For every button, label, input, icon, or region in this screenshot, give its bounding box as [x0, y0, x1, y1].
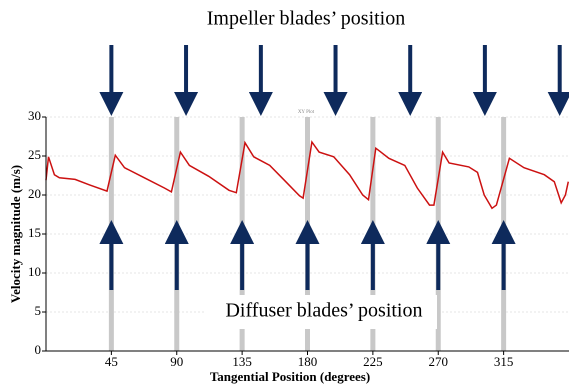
data-line — [45, 140, 569, 210]
x-tick-label: 45 — [105, 354, 118, 369]
y-tick-label: 25 — [28, 147, 41, 162]
plot-subtitle: XY Plot — [298, 110, 315, 115]
x-tick-label: 180 — [298, 354, 318, 369]
x-tick-label: 270 — [429, 354, 449, 369]
y-tick-label: 30 — [28, 108, 41, 123]
annotation: Diffuser blades’ position — [225, 300, 422, 322]
chart-title: Impeller blades’ position — [207, 8, 405, 30]
y-tick-label: 10 — [28, 264, 41, 279]
x-tick-label: 225 — [363, 354, 383, 369]
y-tick-label: 20 — [28, 186, 41, 201]
x-tick-label: 135 — [232, 354, 252, 369]
plot — [45, 140, 569, 210]
annotation-box — [205, 295, 437, 329]
y-tick-label: 15 — [28, 225, 41, 240]
x-tick-label: 315 — [494, 354, 514, 369]
y-tick-label: 5 — [35, 303, 42, 318]
x-tick-label: 90 — [170, 354, 183, 369]
x-axis-label: Tangential Position (degrees) — [210, 369, 370, 384]
y-axis-label: Velocity magnitude (m/s) — [8, 165, 23, 303]
y-tick-label: 0 — [35, 342, 42, 357]
